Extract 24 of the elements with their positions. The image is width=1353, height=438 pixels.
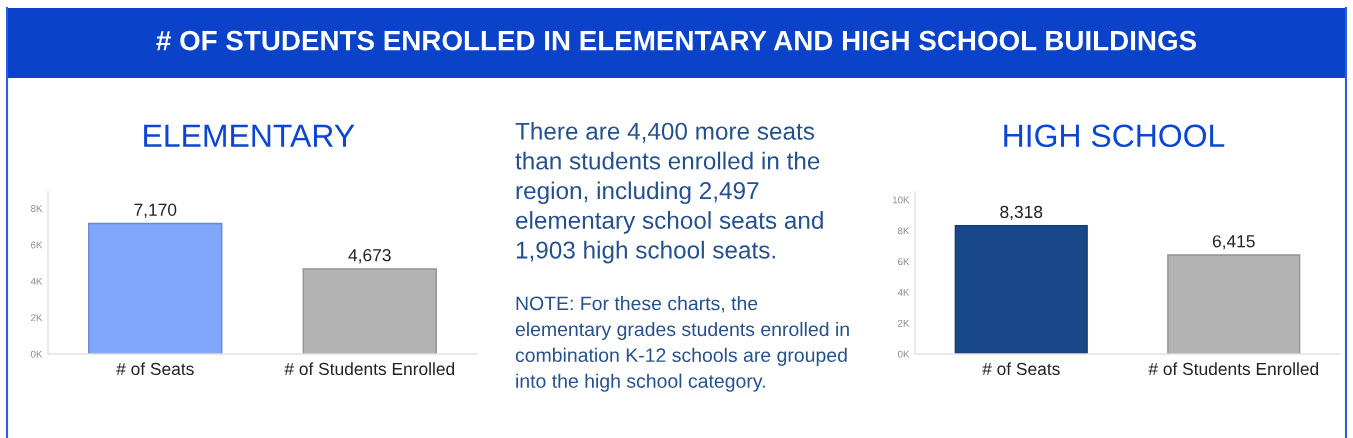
- x-tick-label: # of Students Enrolled: [284, 362, 455, 376]
- y-tick-label: 0K: [897, 350, 910, 358]
- y-tick-label: 4K: [897, 289, 910, 296]
- y-tick-label: 2K: [898, 319, 910, 327]
- y-tick-label: 8K: [30, 205, 43, 212]
- x-tick-label: # of Seats: [982, 362, 1060, 376]
- y-tick-label: 8K: [897, 227, 910, 235]
- data-label: 8,318: [1000, 205, 1043, 221]
- chart-title: ELEMENTARY: [144, 124, 355, 147]
- x-tick-label: # of Students Enrolled: [1148, 362, 1319, 376]
- chart-title: HIGH SCHOOL: [1004, 124, 1225, 148]
- y-tick-label: 2K: [31, 314, 43, 322]
- text: # OF STUDENTS ENROLLED IN ELEMENTARY AND HIGH SCHOOL BUILDINGS: [156, 30, 1197, 51]
- y-tick-label: 4K: [30, 278, 43, 285]
- x-tick-label: # of Seats: [116, 362, 194, 376]
- y-tick-label: 10K: [892, 196, 910, 204]
- data-label: 4,673: [348, 249, 391, 264]
- y-tick-label: 0K: [30, 350, 43, 358]
- y-tick-label: 6K: [31, 241, 43, 249]
- text: There are 4,400 more seats than students enrolled in the region, including 2,497 elementary school seats and 1,903 high school seats.: [515, 122, 823, 264]
- data-label: 7,170: [134, 203, 177, 218]
- text: NOTE: For these charts, the elementary grades students enrolled in combination K-12 schools are grouped into the high school category.: [515, 296, 849, 392]
- y-tick-label: 6K: [898, 258, 910, 266]
- data-label: 6,415: [1212, 235, 1255, 250]
